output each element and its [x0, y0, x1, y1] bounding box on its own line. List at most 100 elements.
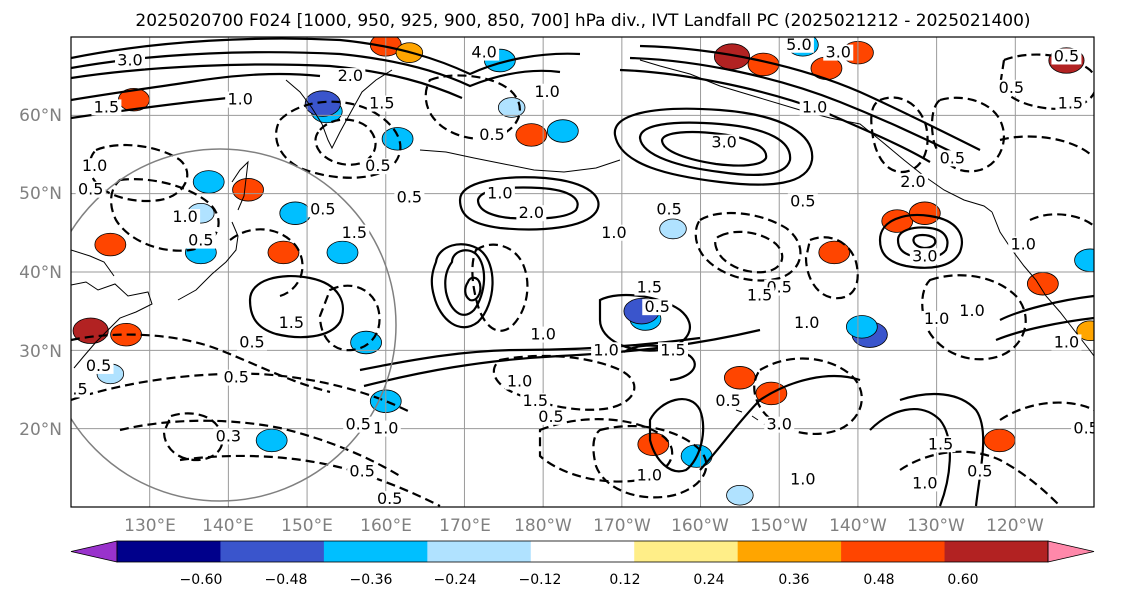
- contour-label-background: [634, 279, 665, 296]
- contour-label-background: [484, 185, 515, 202]
- longitude-tick-labels: 130°E 140°E 150°E 160°E 170°E 180°W 170°…: [124, 516, 1044, 536]
- contour-label-background: [744, 287, 775, 304]
- ivt-shaded-patch: [983, 428, 1016, 453]
- contour-label-background: [598, 224, 629, 241]
- ivt-shaded-patch: [546, 119, 579, 143]
- colorbar: [70, 540, 1095, 563]
- contour-label-background: [996, 79, 1027, 96]
- contour-label: 0.5: [224, 368, 249, 387]
- contour-label-background: [1071, 420, 1094, 437]
- contour-label: 1.5: [94, 97, 119, 116]
- contour-label: 0.5: [790, 191, 815, 210]
- ivt-shaded-patch: [637, 432, 670, 457]
- contour-label: 1.0: [487, 184, 512, 203]
- contour-label-background: [71, 381, 90, 398]
- lon-tick-label: 140°E: [202, 516, 254, 536]
- lon-tick-label: 150°W: [750, 516, 808, 536]
- colorbar-tick-label: −0.48: [265, 572, 308, 588]
- ivt-shaded-patch: [659, 218, 687, 240]
- contour-label: 2.0: [519, 203, 544, 222]
- lat-tick-label: 20°N: [19, 420, 62, 440]
- ivt-shaded-patch: [94, 232, 127, 257]
- map-frame: [70, 36, 1095, 508]
- contour-label: 0.5: [78, 180, 103, 199]
- contour-label-background: [937, 150, 968, 167]
- contour-label: 0.5: [479, 125, 504, 144]
- contour-label: 1.0: [912, 473, 937, 492]
- ivt-shaded-patch: [381, 127, 414, 151]
- contour-label-background: [236, 334, 267, 351]
- lon-tick-label: 120°W: [986, 516, 1044, 536]
- contour-label-background: [709, 134, 740, 151]
- contour-label: 1.0: [802, 97, 827, 116]
- contour-label: 0.5: [239, 332, 264, 351]
- asia-coastline: [71, 249, 153, 369]
- ivt-shaded-patch: [72, 317, 109, 344]
- lon-tick-label: 130°E: [124, 516, 176, 536]
- lon-tick-label: 140°W: [829, 516, 887, 536]
- lat-tick-label: 40°N: [19, 263, 62, 283]
- contour-label-background: [783, 37, 814, 53]
- contour-label-background: [343, 416, 374, 433]
- contour-label: 1.5: [279, 313, 304, 332]
- contour-label-background: [276, 314, 307, 331]
- contour-label: 1.0: [601, 223, 626, 242]
- ivt-shaded-patch: [255, 428, 288, 453]
- contour-label: 0.5: [999, 78, 1024, 97]
- contour-label: 0.5: [62, 379, 87, 398]
- ivt-shaded-patch: [908, 201, 941, 225]
- ivt-shaded-patch: [326, 240, 359, 265]
- negative-contours: [71, 53, 1094, 507]
- lat-tick-label: 50°N: [19, 184, 62, 204]
- colorbar-lower-extension: [70, 540, 118, 563]
- contour-label-background: [185, 232, 216, 249]
- contour-label-background: [339, 224, 370, 241]
- contour-label-background: [1008, 236, 1039, 253]
- colorbar-tick-label: −0.36: [350, 572, 393, 588]
- contour-label: 1.0: [637, 466, 662, 485]
- contour-label-background: [787, 471, 818, 488]
- contour-label: 1.5: [637, 278, 662, 297]
- contour-label: 1.0: [172, 207, 197, 226]
- contour-label-background: [366, 95, 397, 112]
- contour-label-background: [170, 209, 201, 226]
- contour-label-background: [654, 201, 685, 218]
- contour-label-background: [536, 408, 567, 425]
- contour-label-background: [528, 326, 559, 343]
- contour-label-background: [532, 83, 563, 100]
- contour-label: 1.5: [342, 223, 367, 242]
- colorbar-tick-label: 0.48: [863, 572, 894, 588]
- contour-label-background: [75, 181, 106, 198]
- contour-label: 0.5: [349, 462, 374, 481]
- colorbar-tick-label: 0.24: [693, 572, 724, 588]
- contour-label: 1.5: [747, 285, 772, 304]
- ivt-shaded-patch: [192, 170, 225, 194]
- contour-label: 1.0: [1054, 332, 1079, 351]
- contour-label: 3.0: [117, 50, 142, 69]
- colorbar-tick-label: −0.60: [180, 572, 223, 588]
- kamchatka-coastline: [285, 69, 393, 150]
- contour-label-background: [504, 373, 535, 390]
- contour-label-background: [898, 173, 929, 190]
- contour-label: 1.5: [369, 94, 394, 113]
- contour-label: 2.0: [900, 172, 925, 191]
- lat-tick-label: 30°N: [19, 342, 62, 362]
- contour-label-background: [213, 428, 244, 445]
- lon-tick-label: 170°E: [439, 516, 491, 536]
- contour-label-background: [957, 303, 988, 320]
- contour-label: 0.5: [538, 407, 563, 426]
- contour-labels: 0.51.5 1.03.02.04.01.51.00.50.51.00.51.0 0…: [62, 37, 1094, 508]
- ivt-shaded-patch: [724, 366, 756, 390]
- colorbar-outline: [116, 540, 1049, 563]
- great-circle-ring: [71, 148, 397, 502]
- contour-label-background: [1051, 48, 1082, 65]
- contour-label: 0.5: [377, 489, 402, 508]
- contour-label-background: [335, 68, 366, 85]
- colorbar-segment: [117, 541, 221, 562]
- colorbar-segment: [530, 541, 635, 562]
- contour-label-background: [362, 158, 393, 175]
- ivt-shaded-patch: [1074, 248, 1094, 272]
- ivt-shaded-patch: [279, 201, 312, 225]
- contour-label: 1.0: [373, 419, 398, 438]
